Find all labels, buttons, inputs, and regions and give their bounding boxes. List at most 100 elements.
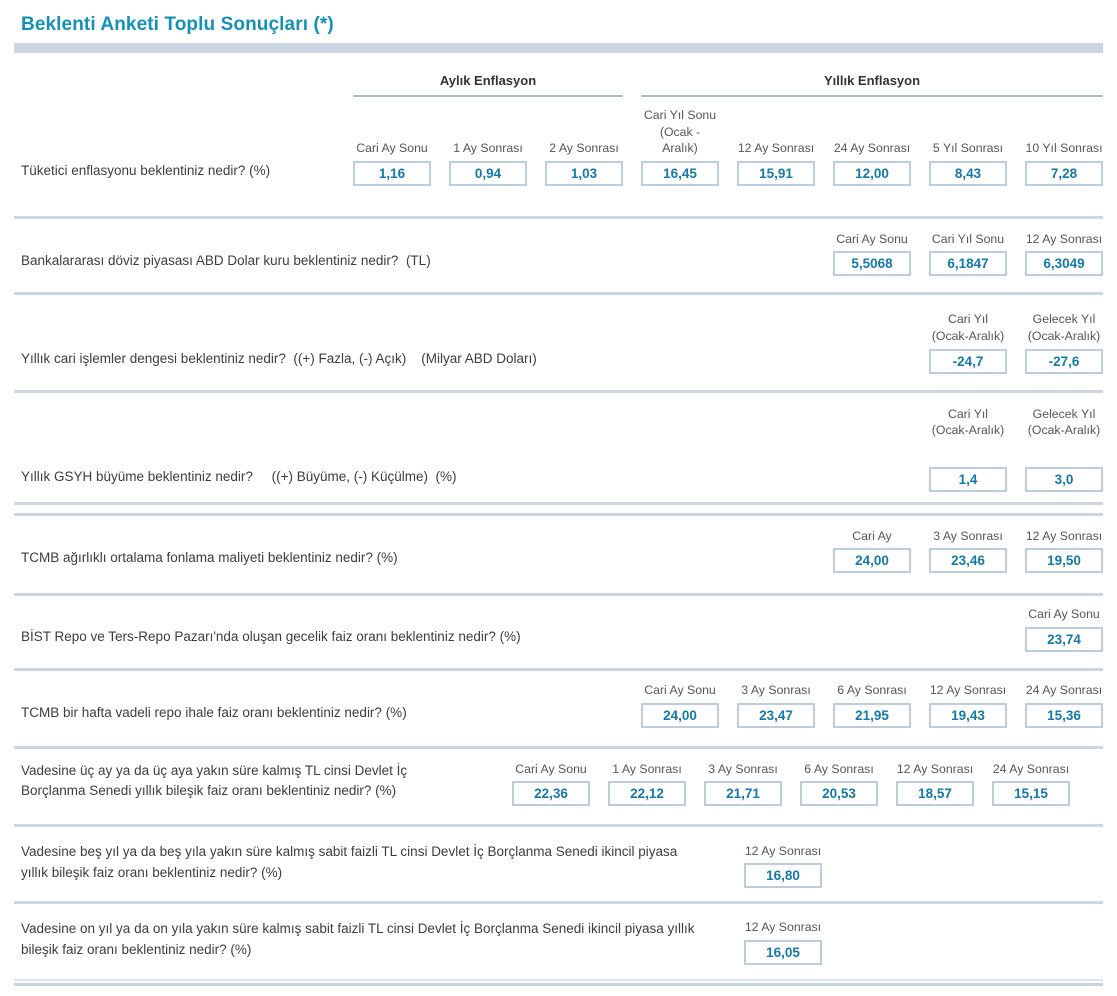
- value-cell[interactable]: 20,53: [800, 781, 878, 807]
- column-row: Cari Yıl (Ocak-Aralık) -24,7 Gelecek Yıl (…: [911, 311, 1103, 374]
- column-header: 12 Ay Sonrası: [1025, 231, 1103, 246]
- survey-row: Vadesine üç ay ya da üç aya yakın süre k…: [14, 749, 1103, 825]
- column-header: 3 Ay Sonrası: [708, 761, 778, 776]
- column-header: Gelecek Yıl (Ocak-Aralık): [1027, 312, 1101, 343]
- column-header: Cari Ay Sonu: [356, 141, 428, 156]
- survey-rows-container: Tüketici enflasyonu beklentiniz nedir? (…: [14, 59, 1103, 987]
- column-header: 1 Ay Sonrası: [453, 141, 523, 156]
- column-row: Cari Yıl (Ocak-Aralık) 1,4 Gelecek Yıl (Oc…: [911, 406, 1103, 492]
- value-cell[interactable]: 1,03: [545, 160, 623, 186]
- column-header: 10 Yıl Sonrası: [1025, 141, 1103, 156]
- value-column: Cari Yıl (Ocak-Aralık) -24,7: [929, 311, 1007, 374]
- value-cell[interactable]: 15,36: [1025, 702, 1103, 728]
- question-text: BİST Repo ve Ters-Repo Pazarı'nda oluşan…: [21, 629, 521, 645]
- page-title: Beklenti Anketi Toplu Sonuçları (*): [21, 14, 334, 35]
- value-cell[interactable]: 3,0: [1025, 466, 1103, 492]
- value-column: 1 Ay Sonrası 0,94: [449, 140, 527, 186]
- question-text: Bankalararası döviz piyasası ABD Dolar k…: [21, 253, 431, 269]
- column-header: 12 Ay Sonrası: [896, 761, 974, 776]
- column-header: Cari Ay: [852, 528, 892, 543]
- column-row: Cari Ay Sonu 24,00 3 Ay Sonrası 23,47 6 Ay S…: [623, 682, 1103, 728]
- value-cell[interactable]: 21,71: [704, 781, 782, 807]
- question-text: Vadesine on yıl ya da on yıla yakın süre…: [21, 921, 699, 958]
- value-columns: 12 Ay Sonrası 16,05: [726, 919, 822, 966]
- value-cell[interactable]: -27,6: [1025, 348, 1103, 374]
- value-cell[interactable]: 22,36: [512, 781, 590, 807]
- value-cell[interactable]: 6,3049: [1025, 251, 1103, 277]
- column-row: Cari Ay Sonu 1,16 1 Ay Sonrası 0,94 2 Ay Son…: [335, 107, 1103, 186]
- column-header: 3 Ay Sonrası: [741, 682, 811, 697]
- question-text: Vadesine beş yıl ya da beş yıla yakın sü…: [21, 844, 682, 881]
- value-cell[interactable]: 16,05: [744, 940, 822, 966]
- value-cell[interactable]: 8,43: [929, 160, 1007, 186]
- value-column: 3 Ay Sonrası 21,71: [704, 761, 782, 807]
- value-column: 3 Ay Sonrası 23,46: [929, 528, 1007, 574]
- value-column: 12 Ay Sonrası 19,43: [929, 682, 1007, 728]
- column-header: 3 Ay Sonrası: [933, 528, 1003, 543]
- value-cell[interactable]: 15,91: [737, 160, 815, 186]
- value-cell[interactable]: 1,16: [353, 160, 431, 186]
- value-cell[interactable]: 5,5068: [833, 251, 911, 277]
- value-cell[interactable]: 6,1847: [929, 251, 1007, 277]
- value-column: 12 Ay Sonrası 16,80: [744, 843, 822, 889]
- value-columns: Cari Ay Sonu 24,00 3 Ay Sonrası 23,47 6 Ay S…: [623, 682, 1103, 728]
- value-columns: Cari Ay 24,00 3 Ay Sonrası 23,46 12 Ay Sonra…: [815, 528, 1103, 574]
- value-column: 12 Ay Sonrası 19,50: [1025, 528, 1103, 574]
- bottom-rule-top: [14, 979, 1103, 982]
- column-header: Cari Ay Sonu: [515, 761, 587, 776]
- row-divider: [14, 593, 1103, 597]
- group-header: Yıllık Enflasyon: [641, 73, 1103, 97]
- value-cell[interactable]: 22,12: [608, 781, 686, 807]
- question-text: Tüketici enflasyonu beklentiniz nedir? (…: [21, 162, 271, 178]
- value-column: Cari Ay 24,00: [833, 528, 911, 574]
- value-cell[interactable]: 24,00: [641, 702, 719, 728]
- column-header: 2 Ay Sonrası: [549, 141, 619, 156]
- value-cell[interactable]: 16,45: [641, 160, 719, 186]
- column-header: 12 Ay Sonrası: [929, 682, 1007, 697]
- column-header: 12 Ay Sonrası: [1025, 528, 1103, 543]
- survey-row: Yıllık cari işlemler dengesi beklentiniz…: [14, 295, 1103, 389]
- column-header: 24 Ay Sonrası: [1025, 682, 1103, 697]
- value-cell[interactable]: 16,80: [744, 863, 822, 889]
- survey-row: Bankalararası döviz piyasası ABD Dolar k…: [14, 219, 1103, 293]
- column-header: Cari Yıl (Ocak-Aralık): [931, 312, 1005, 343]
- group-header: Aylık Enflasyon: [353, 73, 623, 97]
- column-header: 5 Yıl Sonrası: [932, 141, 1004, 156]
- value-columns: Cari Yıl (Ocak-Aralık) 1,4 Gelecek Yıl (Oc…: [911, 406, 1103, 492]
- value-columns: Cari Yıl (Ocak-Aralık) -24,7 Gelecek Yıl (…: [911, 311, 1103, 374]
- value-columns: Cari Ay Sonu 23,74: [1007, 606, 1103, 652]
- value-cell[interactable]: 23,46: [929, 548, 1007, 574]
- value-column: Gelecek Yıl (Ocak-Aralık) 3,0: [1025, 406, 1103, 492]
- value-cell[interactable]: 7,28: [1025, 160, 1103, 186]
- value-cell[interactable]: 1,4: [929, 466, 1007, 492]
- value-column: 3 Ay Sonrası 23,47: [737, 682, 815, 728]
- value-cell[interactable]: 18,57: [896, 781, 974, 807]
- group-header-row: Aylık Enflasyon Yıllık Enflasyon: [335, 73, 1103, 97]
- row-divider: [14, 745, 1103, 749]
- value-column: 10 Yıl Sonrası 7,28: [1025, 140, 1103, 186]
- value-cell[interactable]: 19,50: [1025, 548, 1103, 574]
- value-column: 2 Ay Sonrası 1,03: [545, 140, 623, 186]
- value-cell[interactable]: 0,94: [449, 160, 527, 186]
- survey-row: Vadesine on yıl ya da on yıla yakın süre…: [14, 904, 1103, 977]
- row-divider: [14, 389, 1103, 393]
- column-header: 6 Ay Sonrası: [804, 761, 874, 776]
- value-column: Cari Yıl (Ocak-Aralık) 1,4: [929, 406, 1007, 492]
- value-cell[interactable]: 23,47: [737, 702, 815, 728]
- value-column: 12 Ay Sonrası 15,91: [737, 140, 815, 186]
- value-cell[interactable]: 19,43: [929, 702, 1007, 728]
- row-divider: [14, 667, 1103, 671]
- value-column: Cari Yıl Sonu 6,1847: [929, 231, 1007, 277]
- column-header: Cari Ay Sonu: [836, 231, 908, 246]
- value-cell[interactable]: -24,7: [929, 348, 1007, 374]
- value-column: 5 Yıl Sonrası 8,43: [929, 140, 1007, 186]
- value-column: 24 Ay Sonrası 12,00: [833, 140, 911, 186]
- value-cell[interactable]: 15,15: [992, 781, 1070, 807]
- value-cell[interactable]: 23,74: [1025, 626, 1103, 652]
- survey-row: Vadesine beş yıl ya da beş yıla yakın sü…: [14, 827, 1103, 901]
- value-columns: Cari Ay Sonu 22,36 1 Ay Sonrası 22,12 3 Ay S…: [494, 761, 1070, 807]
- value-cell[interactable]: 12,00: [833, 160, 911, 186]
- value-cell[interactable]: 24,00: [833, 548, 911, 574]
- value-cell[interactable]: 21,95: [833, 702, 911, 728]
